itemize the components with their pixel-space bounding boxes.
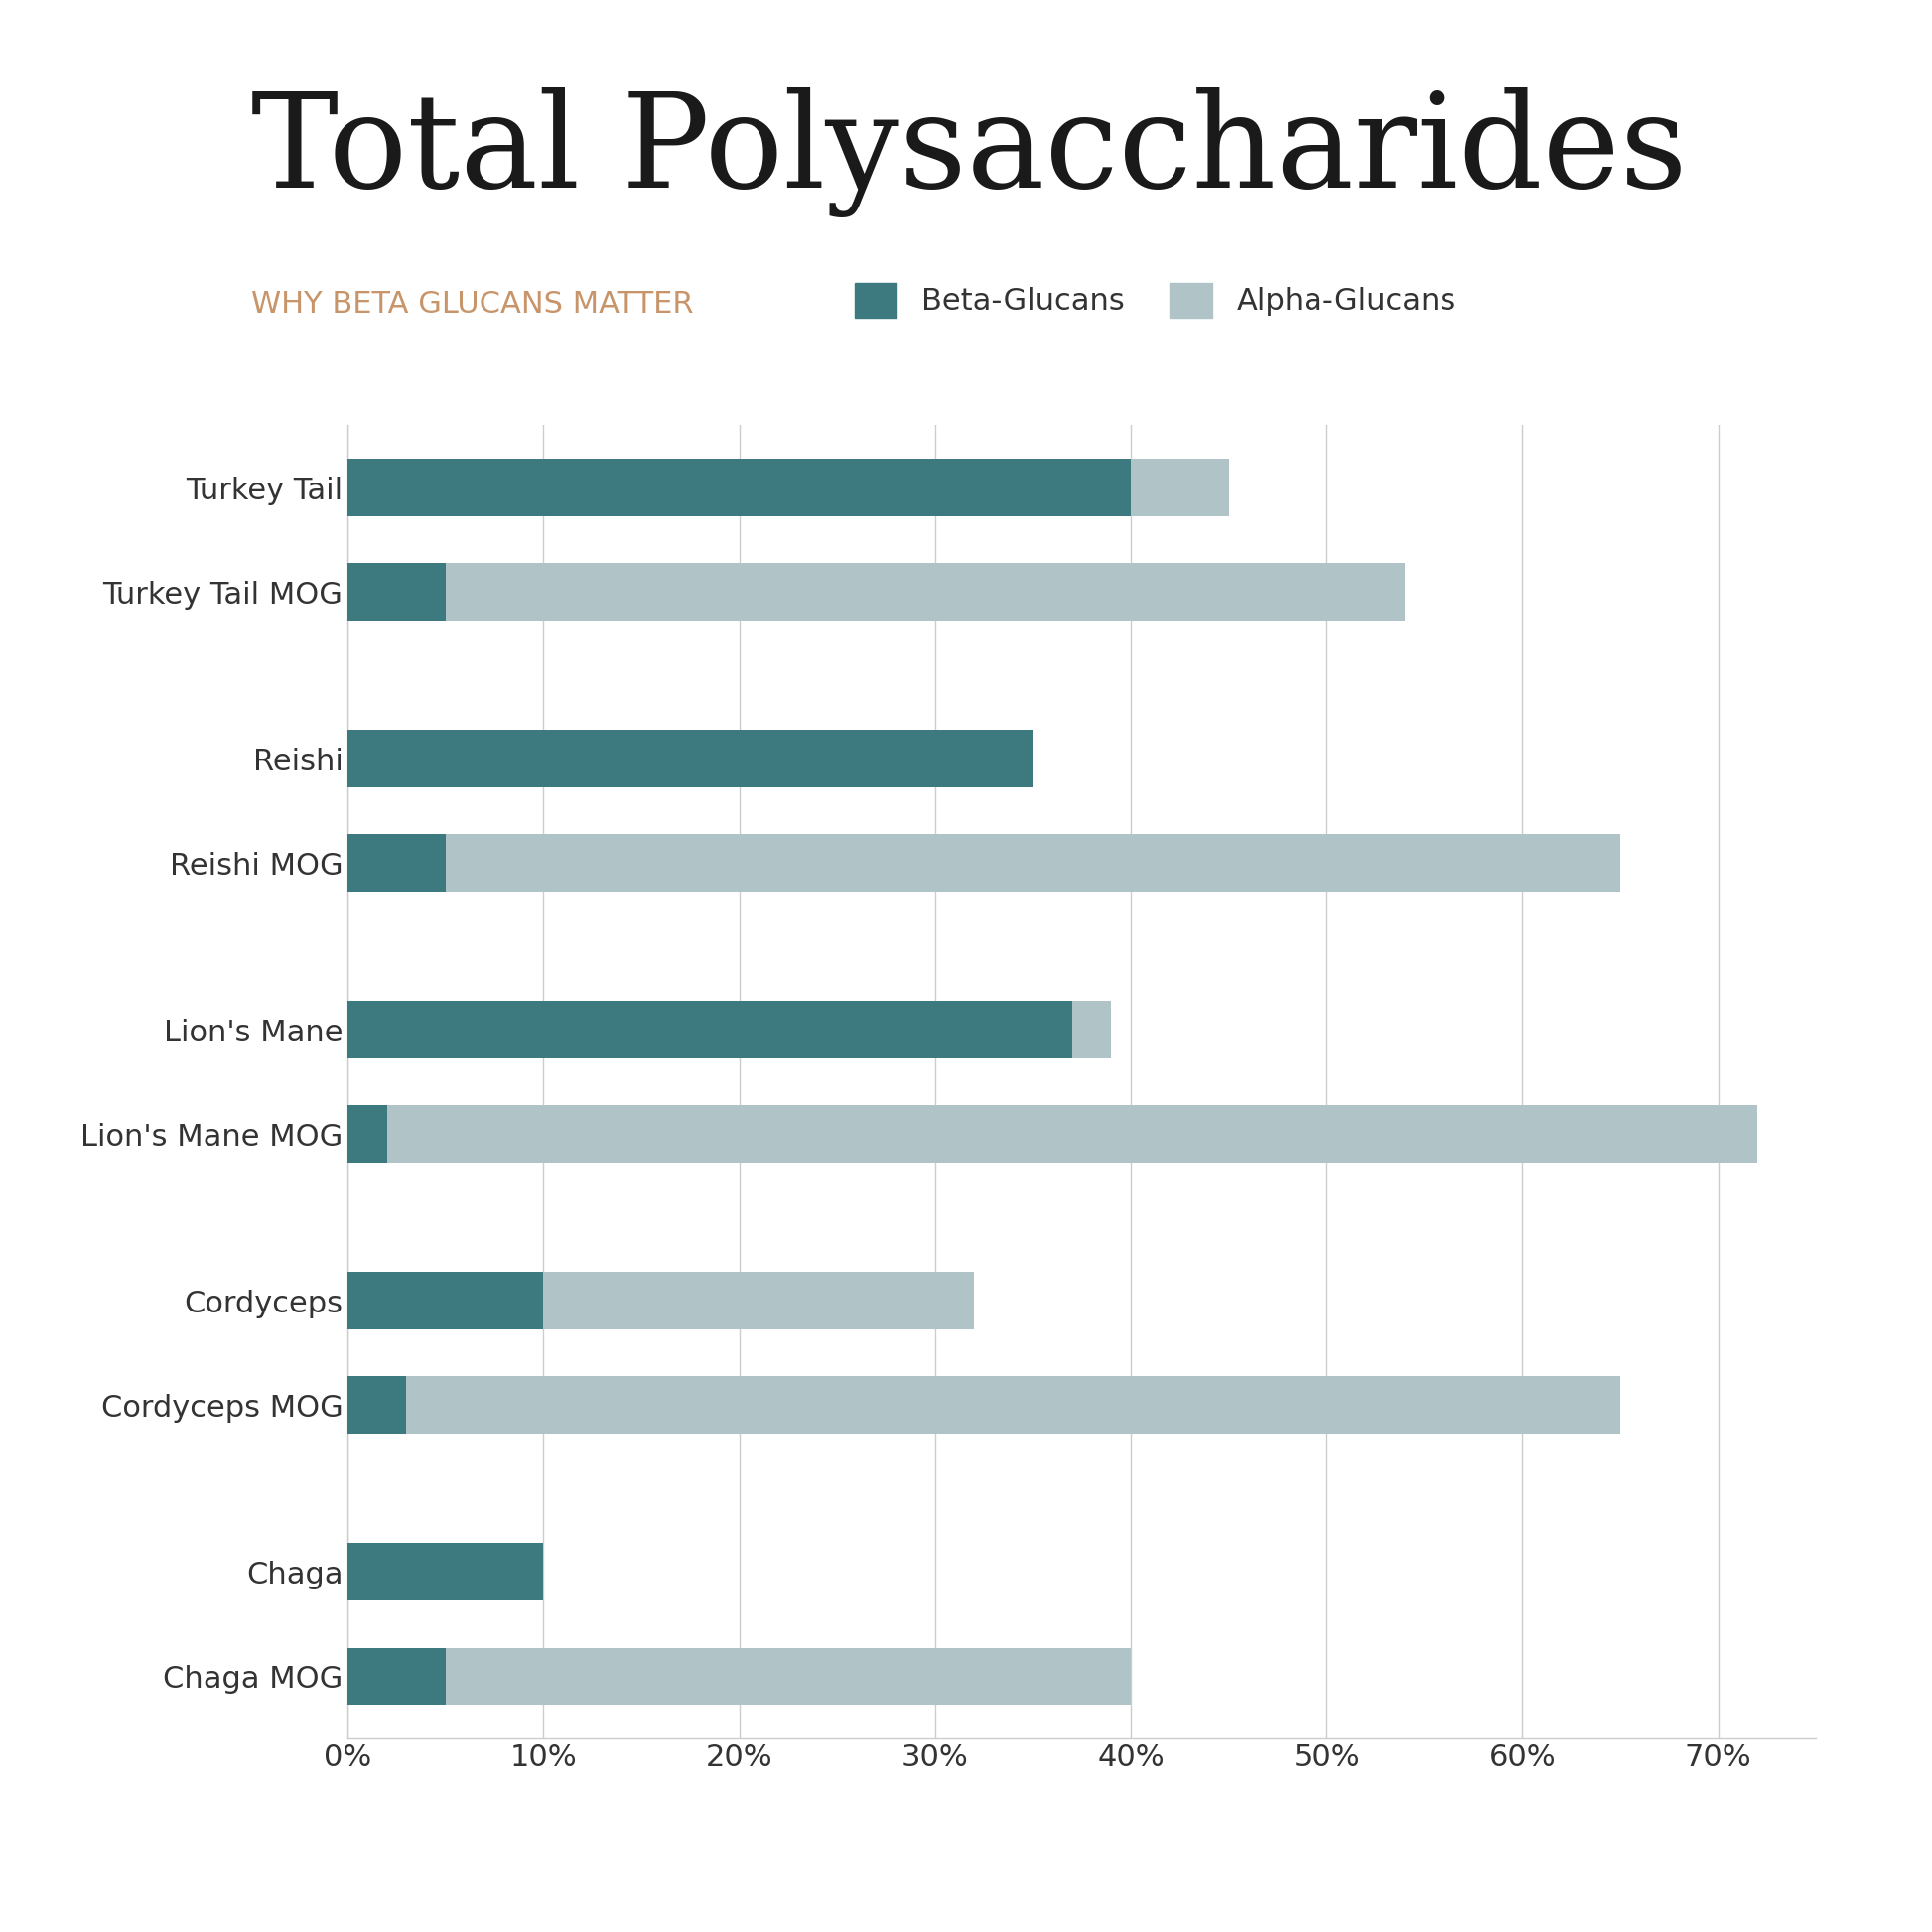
Bar (446, 564, 1405, 620)
Bar (348, 835, 446, 893)
Bar (348, 1544, 543, 1600)
Bar (406, 1376, 1621, 1434)
Bar (348, 1001, 1072, 1059)
Bar (386, 1105, 1758, 1163)
Bar (348, 564, 446, 620)
Bar (348, 1376, 406, 1434)
Bar (348, 1271, 543, 1329)
Text: Total Polysaccharides: Total Polysaccharides (251, 87, 1687, 216)
Bar (446, 1648, 1130, 1704)
Bar (348, 460, 1130, 516)
Bar (348, 730, 1034, 788)
Bar (348, 1105, 386, 1163)
Legend: Beta-Glucans, Alpha-Glucans: Beta-Glucans, Alpha-Glucans (854, 282, 1457, 317)
Text: WHY BETA GLUCANS MATTER: WHY BETA GLUCANS MATTER (251, 290, 694, 319)
Bar (543, 1271, 974, 1329)
Bar (1130, 460, 1229, 516)
Bar (1072, 1001, 1111, 1059)
Bar (446, 835, 1621, 893)
Bar (348, 1648, 446, 1704)
